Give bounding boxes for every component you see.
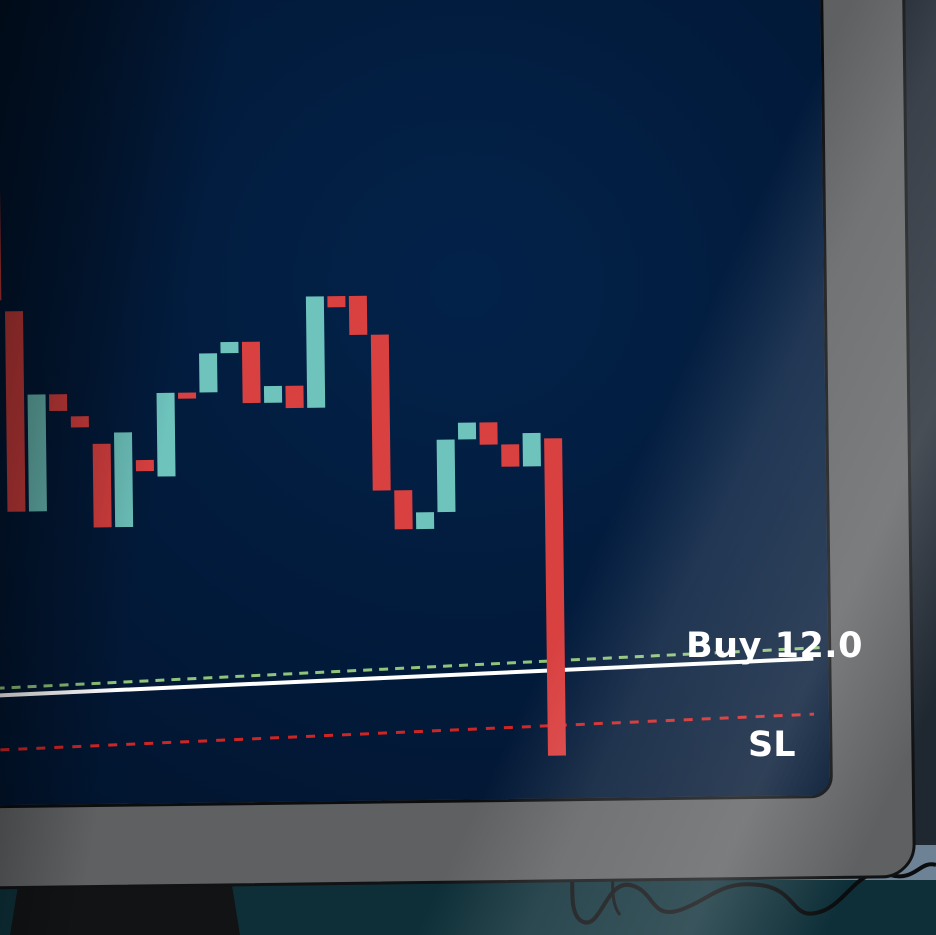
candle-26 (501, 444, 520, 467)
candle-3 (5, 311, 26, 512)
candle-8 (113, 432, 134, 528)
candles-group (0, 44, 566, 756)
candle-11 (178, 392, 197, 399)
candle-27 (522, 432, 541, 467)
monitor-screen (0, 0, 834, 810)
candle-28 (544, 438, 566, 756)
candle-18 (327, 296, 346, 308)
candle-22 (415, 512, 435, 530)
candle-12 (199, 353, 218, 393)
candlestick-chart (0, 44, 824, 756)
candle-24 (457, 422, 477, 440)
buy-order-label: Buy 12.0 (686, 626, 863, 666)
candle-7 (92, 443, 112, 528)
candle-20 (370, 334, 391, 491)
candle-13 (220, 341, 239, 354)
candle-16 (285, 385, 304, 409)
candle-9 (135, 459, 154, 472)
candle-14 (241, 341, 261, 404)
candle-17 (305, 296, 326, 408)
candle-10 (156, 392, 176, 477)
candle-4 (27, 394, 47, 512)
candle-23 (436, 439, 456, 513)
candle-2 (0, 44, 2, 301)
candle-25 (479, 422, 498, 445)
candle-21 (394, 490, 413, 530)
stop-loss-label: SL (748, 725, 796, 765)
candle-5 (49, 394, 68, 412)
candle-19 (348, 295, 368, 335)
stop-loss-line (0, 712, 815, 753)
candle-6 (70, 416, 89, 428)
candle-15 (263, 385, 283, 403)
